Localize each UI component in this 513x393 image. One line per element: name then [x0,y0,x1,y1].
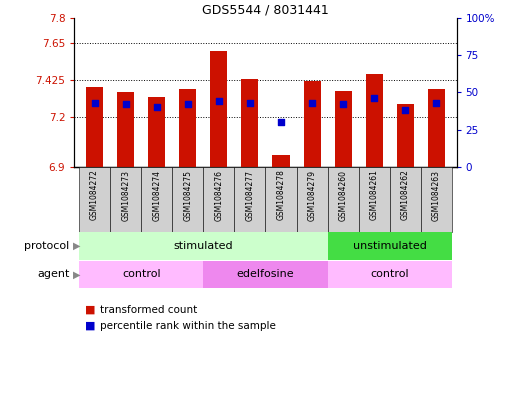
Bar [86,87,103,167]
Text: GSM1084276: GSM1084276 [214,170,223,220]
Point [432,100,441,106]
Bar [79,261,203,288]
Point [339,101,347,107]
Bar [328,232,452,260]
Text: ■: ■ [85,305,95,315]
Bar [265,167,297,232]
Bar [390,167,421,232]
Bar [421,167,452,232]
Bar [328,261,452,288]
Text: ▶: ▶ [73,241,81,251]
Text: GSM1084272: GSM1084272 [90,170,99,220]
Text: unstimulated: unstimulated [353,241,427,251]
Point [277,119,285,125]
Point [153,104,161,110]
Point [401,107,409,114]
Title: GDS5544 / 8031441: GDS5544 / 8031441 [202,4,329,17]
Text: control: control [370,269,409,279]
Text: transformed count: transformed count [100,305,198,315]
Text: protocol: protocol [24,241,69,251]
Bar [397,104,414,167]
Bar [328,167,359,232]
Text: ▶: ▶ [73,269,81,279]
Point [308,100,316,106]
Point [370,95,378,101]
Bar [203,261,328,288]
Bar [304,81,321,167]
Point [184,101,192,107]
Text: GSM1084261: GSM1084261 [370,170,379,220]
Bar [110,167,141,232]
Bar [117,92,134,167]
Bar [79,232,328,260]
Point [215,98,223,105]
Bar [366,74,383,167]
Bar [234,167,265,232]
Text: GSM1084273: GSM1084273 [121,170,130,220]
Text: GSM1084260: GSM1084260 [339,170,348,220]
Bar [179,89,196,167]
Text: GSM1084275: GSM1084275 [183,170,192,220]
Text: GSM1084279: GSM1084279 [308,170,317,220]
Bar [210,51,227,167]
Text: edelfosine: edelfosine [236,269,294,279]
Text: control: control [122,269,161,279]
Bar [203,167,234,232]
Bar [334,91,352,167]
Text: GSM1084262: GSM1084262 [401,170,410,220]
Text: GSM1084278: GSM1084278 [277,170,286,220]
Point [246,100,254,106]
Text: GSM1084277: GSM1084277 [245,170,254,220]
Bar [172,167,203,232]
Text: percentile rank within the sample: percentile rank within the sample [100,321,276,331]
Bar [148,97,165,167]
Text: agent: agent [37,269,69,279]
Text: GSM1084274: GSM1084274 [152,170,161,220]
Point [122,101,130,107]
Bar [79,167,110,232]
Text: stimulated: stimulated [173,241,233,251]
Bar [242,79,259,167]
Point [90,100,98,106]
Text: ■: ■ [85,321,95,331]
Bar [297,167,328,232]
Bar [428,89,445,167]
Bar [272,155,289,167]
Text: GSM1084263: GSM1084263 [432,170,441,220]
Bar [359,167,390,232]
Bar [141,167,172,232]
